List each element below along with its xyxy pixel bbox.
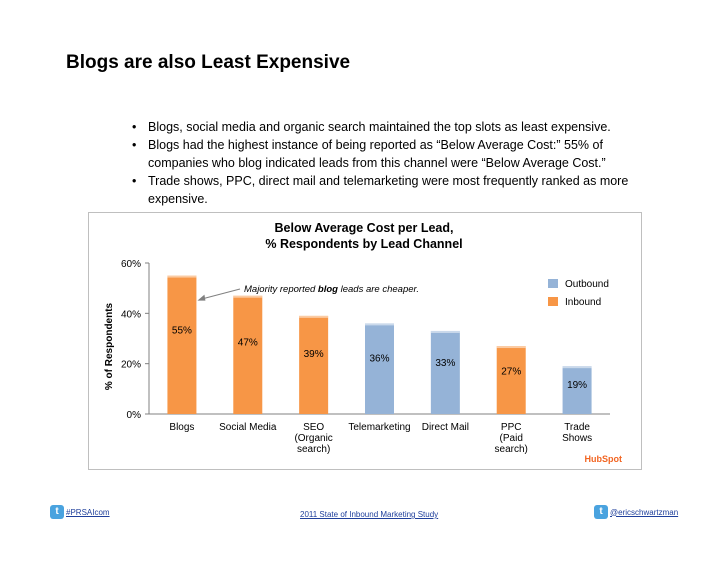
x-tick-label: Trade xyxy=(564,422,590,433)
footer-study-link[interactable]: 2011 State of Inbound Marketing Study xyxy=(300,510,439,519)
bar-value-label: 55% xyxy=(172,326,192,337)
bullet-item: • Blogs had the highest instance of being… xyxy=(132,136,652,172)
y-tick-label: 20% xyxy=(121,360,141,371)
hubspot-logo: HubSpot xyxy=(585,454,623,464)
bar-value-label: 39% xyxy=(304,349,324,360)
annotation-arrowhead xyxy=(197,294,206,301)
bar xyxy=(430,330,460,414)
legend-swatch xyxy=(548,297,558,306)
x-tick-label: Blogs xyxy=(169,422,194,433)
chart-title-block: Below Average Cost per Lead, % Responden… xyxy=(0,220,728,252)
bar-highlight xyxy=(430,330,460,333)
bar-highlight xyxy=(299,315,329,318)
bar-value-label: 36% xyxy=(369,353,389,364)
bar-value-label: 19% xyxy=(567,380,587,391)
bar xyxy=(496,346,526,414)
bar-value-label: 47% xyxy=(238,337,258,348)
bullet-text: Trade shows, PPC, direct mail and telema… xyxy=(148,174,629,206)
bar xyxy=(299,315,329,414)
legend-swatch xyxy=(548,279,558,288)
chart-subtitle: % Respondents by Lead Channel xyxy=(265,237,463,251)
bar-value-label: 33% xyxy=(435,358,455,369)
chart-annotation: Majority reported blog leads are cheaper… xyxy=(244,284,419,295)
bar xyxy=(562,366,592,414)
bullet-item: • Trade shows, PPC, direct mail and telem… xyxy=(132,172,652,208)
bar-highlight xyxy=(562,366,592,369)
x-tick-label: PPC xyxy=(501,422,522,433)
x-tick-label: Shows xyxy=(562,433,592,444)
bar-highlight xyxy=(496,346,526,349)
twitter-icon: t xyxy=(50,505,64,519)
bar-highlight xyxy=(233,295,263,298)
bar xyxy=(233,295,263,414)
bar xyxy=(167,275,197,414)
bullet-list: • Blogs, social media and organic search … xyxy=(132,118,652,208)
bar-highlight xyxy=(167,275,197,278)
x-tick-label: (Organic xyxy=(294,433,332,444)
bullet-dot-icon: • xyxy=(132,138,137,152)
bullet-dot-icon: • xyxy=(132,120,137,134)
legend-label: Outbound xyxy=(565,279,609,290)
y-tick-label: 40% xyxy=(121,309,141,320)
x-tick-label: search) xyxy=(495,444,528,455)
y-tick-label: 60% xyxy=(121,259,141,270)
chart-title: Below Average Cost per Lead, xyxy=(274,221,454,235)
x-tick-label: Telemarketing xyxy=(348,422,410,433)
twitter-icon: t xyxy=(594,505,608,519)
bar xyxy=(365,323,394,414)
x-tick-label: (Paid xyxy=(500,433,523,444)
bar-highlight xyxy=(365,323,394,326)
legend-label: Inbound xyxy=(565,297,601,308)
x-tick-label: SEO xyxy=(303,422,324,433)
bullet-dot-icon: • xyxy=(132,174,137,188)
x-tick-label: Social Media xyxy=(219,422,277,433)
bar-value-label: 27% xyxy=(501,367,521,378)
bullet-item: • Blogs, social media and organic search … xyxy=(132,118,652,136)
bullet-text: Blogs had the highest instance of being … xyxy=(148,138,606,170)
footer-hashtag[interactable]: #PRSAIcom xyxy=(66,507,110,517)
slide-title: Blogs are also Least Expensive xyxy=(66,52,351,73)
y-tick-label: 0% xyxy=(127,410,142,421)
bullet-text: Blogs, social media and organic search m… xyxy=(148,120,611,134)
annotation-arrow xyxy=(199,288,241,301)
x-tick-label: Direct Mail xyxy=(422,422,469,433)
footer-handle[interactable]: @ericschwartzman xyxy=(610,507,679,517)
footer-left[interactable]: t #PRSAIcom xyxy=(50,505,110,519)
y-axis-label: % of Respondents xyxy=(104,302,115,390)
footer-right[interactable]: t @ericschwartzman xyxy=(594,505,678,519)
x-tick-label: search) xyxy=(297,444,330,455)
